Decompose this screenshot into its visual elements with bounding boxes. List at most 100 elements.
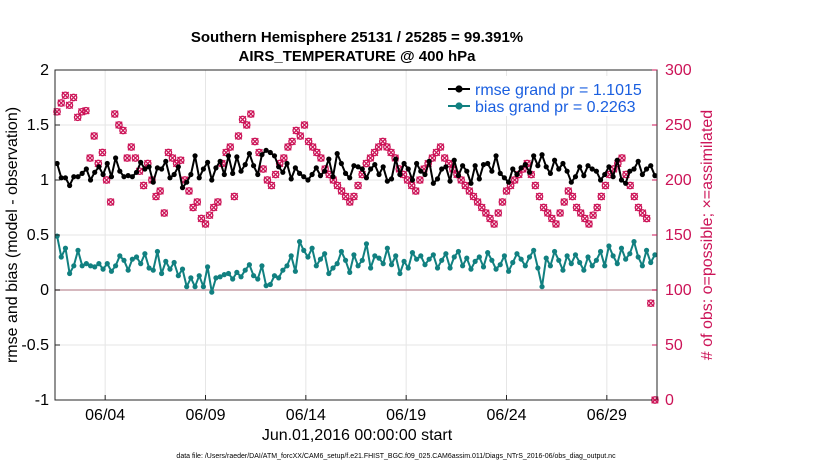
rmse-point bbox=[271, 153, 278, 159]
rmse-point bbox=[418, 168, 424, 174]
rmse-point bbox=[154, 165, 161, 171]
obs-possible-point bbox=[152, 192, 160, 201]
obs-assimilated-point bbox=[139, 181, 148, 190]
rmse-point bbox=[250, 163, 257, 169]
obs-possible-point bbox=[444, 159, 453, 168]
rmse-point bbox=[259, 152, 265, 158]
rmse-point bbox=[138, 159, 144, 165]
obs-possible-point bbox=[580, 214, 589, 223]
rmse-point bbox=[342, 170, 349, 176]
obs-possible-point bbox=[238, 115, 247, 124]
bias-point bbox=[125, 267, 131, 273]
obs-possible-point bbox=[259, 165, 268, 173]
bias-point bbox=[426, 256, 432, 262]
bias-point bbox=[464, 255, 470, 261]
rmse-point bbox=[326, 156, 332, 162]
y-tick-label-right: 100 bbox=[665, 282, 692, 299]
obs-possible-point bbox=[197, 214, 206, 223]
bias-point bbox=[113, 263, 119, 269]
bias-point bbox=[476, 254, 482, 260]
obs-possible-point bbox=[531, 181, 540, 190]
obs-assimilated-point bbox=[436, 143, 445, 151]
obs-assimilated-point bbox=[82, 106, 90, 115]
rmse-point bbox=[313, 165, 319, 171]
obs-possible-point bbox=[486, 214, 494, 223]
bias-point bbox=[309, 245, 315, 251]
bias-point bbox=[518, 256, 524, 262]
bias-point bbox=[225, 270, 232, 277]
obs-possible-point bbox=[618, 154, 626, 162]
obs-possible-point bbox=[317, 154, 325, 162]
rmse-point bbox=[547, 170, 553, 176]
bias-point bbox=[489, 257, 495, 263]
rmse-point bbox=[606, 164, 612, 170]
obs-possible-point bbox=[432, 148, 441, 157]
bias-point bbox=[280, 267, 286, 273]
obs-possible-point bbox=[535, 192, 544, 201]
obs-assimilated-point bbox=[490, 220, 498, 228]
rmse-point bbox=[292, 165, 298, 171]
obs-assimilated-point bbox=[214, 198, 222, 206]
rmse-point bbox=[434, 176, 441, 182]
obs-assimilated-point bbox=[267, 181, 276, 190]
bias-point bbox=[104, 261, 110, 267]
bias-point bbox=[368, 265, 374, 271]
rmse-point bbox=[468, 180, 474, 186]
rmse-point bbox=[597, 177, 604, 183]
x-ticks: 06/04 06/09 06/14 06/19 06/24 06/29 bbox=[85, 395, 627, 424]
bias-point bbox=[255, 276, 261, 282]
bias-point bbox=[334, 261, 340, 267]
rmse-point bbox=[267, 149, 273, 156]
rmse-point bbox=[200, 166, 207, 172]
bias-point bbox=[305, 254, 311, 260]
obs-possible-point bbox=[69, 93, 78, 102]
obs-assimilated-point bbox=[597, 192, 606, 201]
rmse-point bbox=[627, 168, 633, 174]
obs-assimilated-point bbox=[106, 198, 115, 206]
obs-possible-point bbox=[585, 220, 593, 228]
bias-point bbox=[468, 266, 474, 272]
obs-possible-point bbox=[576, 209, 585, 217]
rmse-point bbox=[351, 163, 357, 169]
bias-point bbox=[393, 253, 399, 259]
bias-point bbox=[652, 252, 658, 258]
bias-point bbox=[246, 262, 252, 268]
y-ticks-left: -1 -0.5 0 0.5 1 1.5 2 bbox=[21, 62, 60, 409]
rmse-point bbox=[242, 162, 248, 168]
obs-assimilated-point bbox=[123, 154, 131, 162]
obs-assimilated-point bbox=[300, 121, 309, 129]
bias-point bbox=[551, 248, 558, 255]
rmse-point bbox=[230, 170, 236, 176]
rmse-point bbox=[96, 164, 102, 170]
obs-possible-point bbox=[168, 154, 177, 162]
obs-possible-point bbox=[378, 137, 387, 146]
obs-possible-point bbox=[498, 198, 507, 206]
x-tick-label: 06/14 bbox=[286, 407, 326, 424]
rmse-point bbox=[568, 179, 574, 185]
rmse-point bbox=[179, 185, 186, 191]
bias-point bbox=[531, 247, 537, 253]
bias-point bbox=[179, 266, 186, 272]
rmse-point bbox=[460, 163, 466, 169]
bias-point bbox=[447, 265, 453, 271]
bias-point bbox=[171, 259, 177, 266]
obs-possible-point bbox=[209, 203, 218, 212]
obs-assimilated-point bbox=[259, 165, 267, 173]
bias-point bbox=[213, 275, 219, 281]
rmse-point bbox=[372, 162, 378, 168]
y-tick-label-left: 0 bbox=[40, 282, 49, 299]
obs-possible-point bbox=[646, 299, 655, 308]
y-tick-label-right: 200 bbox=[665, 172, 692, 189]
legend-bias-label: bias grand pr = 0.2263 bbox=[475, 99, 636, 116]
bias-point bbox=[292, 268, 298, 274]
rmse-point bbox=[133, 169, 140, 175]
bias-point bbox=[581, 267, 587, 273]
obs-possible-point bbox=[284, 143, 292, 151]
obs-possible-point bbox=[90, 132, 99, 140]
obs-possible-point bbox=[57, 99, 66, 107]
rmse-point bbox=[376, 171, 382, 178]
bias-point bbox=[159, 270, 165, 277]
obs-assimilated-point bbox=[296, 132, 305, 140]
obs-assimilated-point bbox=[494, 209, 503, 217]
obs-possible-point bbox=[115, 121, 123, 129]
